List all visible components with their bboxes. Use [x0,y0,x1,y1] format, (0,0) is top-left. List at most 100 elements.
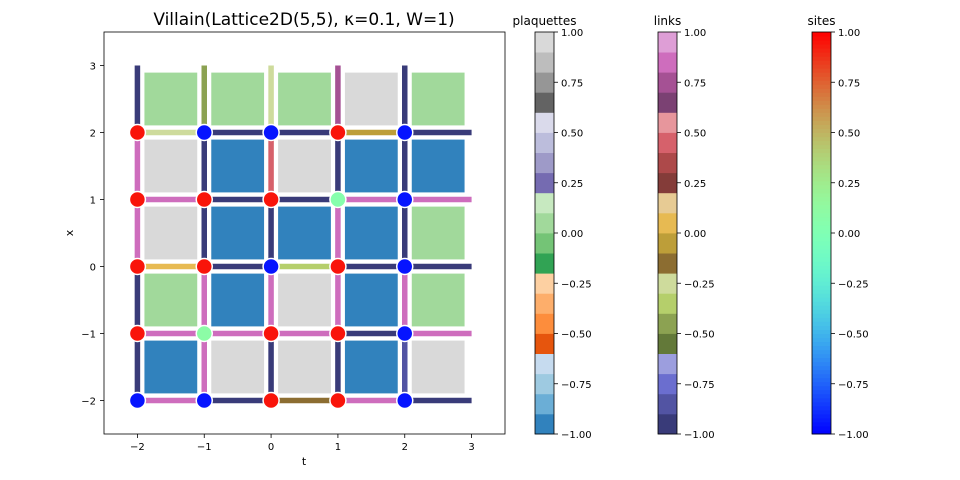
colorbar-label: plaquettes [513,14,577,28]
colorbar-gradient-step [812,204,831,210]
colorbar-gradient-step [812,68,831,73]
colorbar-gradient-step [812,337,831,343]
colorbar-swatch [535,253,554,274]
colorbar-gradient-step [812,128,831,133]
colorbar-swatch [535,353,554,375]
colorbar-gradient-step [812,389,831,395]
colorbar-swatch [658,253,677,274]
site [195,324,213,343]
colorbar-gradient-step [812,36,831,41]
plaquette [411,72,465,126]
site [262,190,280,209]
x-tick-label: 2 [402,442,408,453]
colorbar-swatch [535,393,554,415]
colorbar-gradient-step [812,381,831,387]
colorbar-gradient-step [812,96,831,101]
plaquette [144,206,198,260]
colorbar-swatch [658,393,677,415]
colorbar-gradient-step [812,257,831,262]
colorbar-tick-label: −1.00 [838,430,869,441]
site [128,324,147,343]
colorbar-gradient-step [812,373,831,379]
colorbar-tick-label: 0.50 [838,129,860,140]
colorbar-gradient-step [812,269,831,274]
colorbar-tick-label: 1.00 [561,28,583,39]
plaquette [211,206,265,260]
colorbar-swatch [658,92,677,113]
colorbar-tick-label: −0.25 [684,279,715,290]
site [195,257,213,276]
colorbar-gradient-step [812,176,831,182]
colorbar-gradient-step [812,52,831,57]
y-axis-label: x [63,229,76,236]
colorbar-gradient-step [812,172,831,178]
colorbar-swatch [658,413,677,435]
site [128,257,147,276]
colorbar-gradient-step [812,188,831,194]
colorbar-tick-label: 0.00 [684,229,706,240]
colorbar-gradient-step [812,84,831,89]
colorbar-swatch [535,32,554,53]
colorbar-swatch [535,112,554,133]
colorbar-swatch [535,132,554,153]
x-tick-label: −1 [197,442,212,453]
colorbar-tick-label: 0.25 [838,179,860,190]
colorbar-gradient-step [812,44,831,49]
colorbar-tick-label: −0.25 [838,279,869,290]
colorbar-gradient-step [812,76,831,81]
colorbar-gradient-step [812,208,831,214]
site [329,190,347,209]
colorbar-gradient-step [812,152,831,158]
colorbar-gradient-step [812,289,831,294]
colorbar-gradient-step [812,421,831,427]
colorbar-tick-label: −0.50 [561,330,592,341]
colorbar-label: links [654,14,681,28]
colorbar-swatch [658,72,677,93]
colorbar-gradient-step [812,184,831,190]
site [329,123,347,142]
site [396,257,414,276]
colorbar-gradient-step [812,56,831,61]
plaquette [278,206,331,260]
site [329,391,347,410]
colorbar-gradient-step [812,317,831,322]
plaquette [211,72,265,126]
colorbar-swatch [535,72,554,93]
plaquette [344,340,398,394]
colorbar-gradient-step [812,397,831,403]
site [128,190,147,209]
plaquette [411,139,465,193]
colorbar-tick-label: 0.50 [561,129,583,140]
colorbar-gradient-step [812,233,831,238]
colorbar-gradient-step [812,228,831,234]
colorbar-gradient-step [812,245,831,250]
plaquette [211,340,265,394]
colorbar-swatch [658,333,677,354]
colorbar-gradient-step [812,220,831,226]
colorbar-gradient-step [812,369,831,375]
colorbar-tick-label: 0.75 [561,78,583,89]
colorbar-gradient-step [812,409,831,415]
site [396,391,414,410]
colorbar-tick-label: 0.75 [838,78,860,89]
colorbar-tick-label: 1.00 [838,28,860,39]
site [262,324,280,343]
colorbar-gradient-step [812,333,831,339]
plaquette [144,139,198,193]
colorbar-gradient-step [812,164,831,170]
colorbar-swatch [658,212,677,234]
colorbar-swatch [535,313,554,334]
colorbar-gradient-step [812,140,831,146]
colorbar-gradient-step [812,160,831,166]
plaquette [278,340,331,394]
chart-title: Villain(Lattice2D(5,5), κ=0.1, W=1) [153,10,454,30]
y-tick-label: −2 [81,397,96,408]
colorbar-gradient-step [812,100,831,105]
colorbar-gradient-step [812,405,831,411]
colorbar-gradient-step [812,249,831,254]
colorbar-swatch [535,172,554,194]
plaquette [144,72,198,126]
